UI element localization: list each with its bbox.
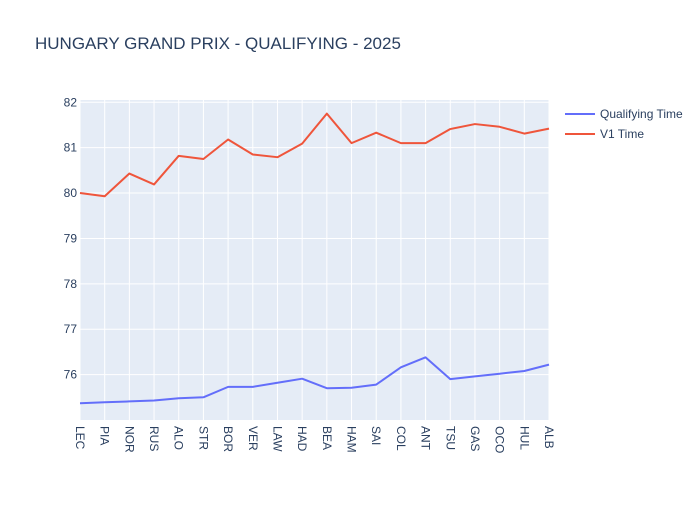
x-tick-label: NOR: [122, 426, 136, 453]
x-tick-label: HUL: [517, 426, 531, 450]
x-tick-label: LAW: [270, 426, 284, 452]
y-tick-label: 82: [64, 95, 78, 109]
x-tick-label: TSU: [443, 426, 457, 450]
y-tick-label: 81: [64, 141, 78, 155]
x-tick-label: BEA: [320, 426, 334, 450]
legend-label: V1 Time: [600, 127, 644, 141]
y-tick-label: 79: [64, 231, 78, 245]
y-tick-label: 78: [64, 277, 78, 291]
y-tick-label: 80: [64, 186, 78, 200]
x-tick-label: LEC: [73, 426, 87, 450]
x-tick-label: ANT: [419, 426, 433, 451]
x-tick-label: PIA: [98, 426, 112, 445]
y-tick-label: 77: [64, 322, 78, 336]
x-tick-label: SAI: [369, 426, 383, 445]
x-tick-label: OCO: [493, 426, 507, 453]
x-tick-label: ALO: [172, 426, 186, 450]
x-tick-label: HAM: [345, 426, 359, 453]
x-tick-label: RUS: [147, 426, 161, 451]
x-tick-label: ALB: [542, 426, 556, 449]
x-tick-label: VER: [246, 426, 260, 451]
x-tick-label: GAS: [468, 426, 482, 451]
x-tick-label: HAD: [295, 426, 309, 452]
legend-label: Qualifying Time: [600, 107, 683, 121]
x-tick-label: STR: [196, 426, 210, 450]
x-tick-label: BOR: [221, 426, 235, 452]
chart-title: HUNGARY GRAND PRIX - QUALIFYING - 2025: [35, 34, 401, 54]
y-tick-label: 76: [64, 368, 78, 382]
x-tick-label: COL: [394, 426, 408, 451]
